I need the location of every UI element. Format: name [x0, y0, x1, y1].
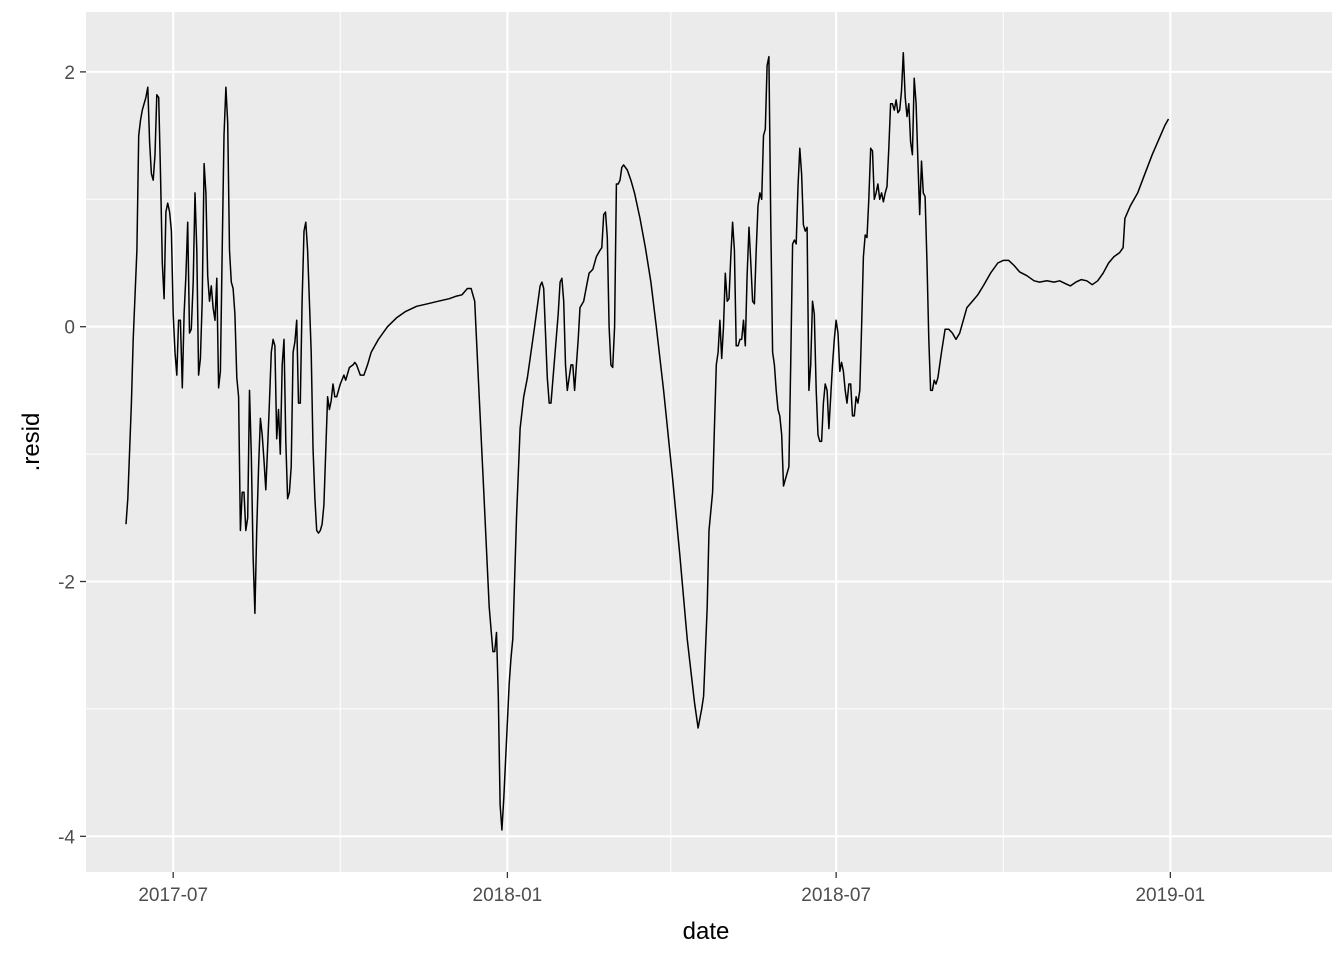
y-tick-label: -2 [58, 573, 75, 594]
line-layer [125, 52, 1170, 831]
x-tick-label: 2017-07 [138, 885, 208, 906]
x-tick-label: 2018-01 [473, 885, 543, 906]
x-tick-label: 2019-01 [1135, 885, 1205, 906]
grid-layer [86, 12, 1332, 872]
y-axis-title: .resid [18, 413, 45, 472]
y-tick-label: 2 [64, 63, 75, 84]
x-tick-label: 2018-07 [801, 885, 871, 906]
axis-layer: 2017-07 2018-01 2018-07 2019-01 2 0 -2 -4 [58, 63, 1205, 906]
x-axis-title: date [683, 918, 730, 945]
resid-series-line [125, 52, 1170, 831]
y-tick-label: -4 [58, 827, 75, 848]
y-tick-label: 0 [64, 318, 75, 339]
panel-background [86, 12, 1332, 872]
